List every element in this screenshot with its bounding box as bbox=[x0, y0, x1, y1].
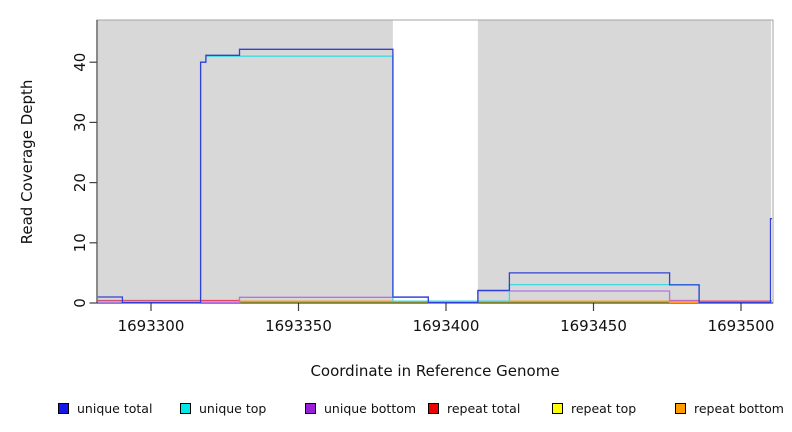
masked-region-shading-0 bbox=[97, 20, 393, 303]
y-tick-label: 0 bbox=[71, 298, 89, 308]
legend-label-repeat-bottom: repeat bottom bbox=[694, 400, 784, 416]
legend-label-unique-total: unique total bbox=[77, 400, 153, 416]
legend-label-repeat-total: repeat total bbox=[447, 400, 521, 416]
y-axis-label: Read Coverage Depth bbox=[18, 79, 36, 245]
legend-item-repeat-bottom: repeat bottom bbox=[675, 399, 784, 417]
legend-item-unique-bottom: unique bottom bbox=[305, 399, 416, 417]
series-line-unique-total bbox=[97, 48, 772, 304]
legend-item-unique-top: unique top bbox=[180, 399, 266, 417]
legend-label-unique-top: unique top bbox=[199, 400, 267, 416]
x-tick-label: 1693500 bbox=[708, 317, 775, 335]
legend-swatch-unique-total bbox=[58, 402, 69, 414]
x-tick-label: 1693450 bbox=[560, 317, 627, 335]
x-tick-label: 1693350 bbox=[265, 317, 332, 335]
x-tick-label: 1693300 bbox=[118, 317, 185, 335]
y-tick-label: 30 bbox=[71, 113, 89, 132]
y-tick-label: 10 bbox=[71, 233, 89, 252]
x-tick-label: 1693400 bbox=[413, 317, 480, 335]
legend-label-repeat-top: repeat top bbox=[571, 400, 637, 416]
y-tick-label: 40 bbox=[71, 53, 89, 72]
legend-item-repeat-top: repeat top bbox=[552, 399, 636, 417]
legend-swatch-unique-bottom bbox=[305, 402, 316, 414]
y-tick-label: 20 bbox=[71, 173, 89, 192]
legend: unique total unique top unique bottom repea… bbox=[0, 399, 792, 421]
legend-item-unique-total: unique total bbox=[58, 399, 152, 417]
legend-item-repeat-total: repeat total bbox=[428, 399, 520, 417]
x-axis-label: Coordinate in Reference Genome bbox=[310, 362, 560, 380]
legend-label-unique-bottom: unique bottom bbox=[324, 400, 417, 416]
legend-swatch-unique-top bbox=[180, 402, 191, 414]
legend-swatch-repeat-bottom bbox=[675, 402, 686, 414]
masked-region-shading-1 bbox=[477, 20, 772, 303]
legend-swatch-repeat-top bbox=[552, 402, 563, 414]
legend-swatch-repeat-total bbox=[428, 402, 439, 414]
